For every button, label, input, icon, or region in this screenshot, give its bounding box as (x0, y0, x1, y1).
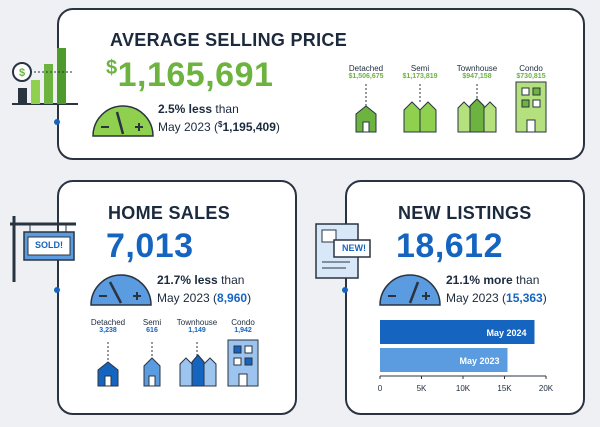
type-name: Detached (348, 64, 384, 73)
type-label: Semi 616 (125, 318, 179, 334)
type-label: Townhouse 1,149 (170, 318, 224, 334)
listings-compare: May 2023 (15,363) (446, 291, 547, 305)
type-name: Condo (519, 64, 543, 73)
type-value: 1,149 (188, 327, 206, 334)
type-label: Detached 3,238 (81, 318, 135, 334)
sales-houses (97, 339, 259, 387)
price-change: 2.5% less than (158, 102, 239, 116)
listings-chart: May 2024 May 2023 0 5K 10K 15K 20K (378, 320, 554, 393)
listings-gauge (379, 274, 441, 306)
x-tick-label: 5K (417, 384, 427, 393)
type-label: Semi $1,173,819 (393, 64, 447, 80)
sold-text: SOLD! (35, 240, 63, 250)
price-title: AVERAGE SELLING PRICE (110, 30, 347, 50)
price-gauge (92, 105, 154, 137)
bar (380, 348, 508, 372)
type-value: $1,173,819 (402, 73, 438, 80)
sales-amount: 7,013 (106, 227, 194, 265)
type-value: $947,158 (462, 73, 492, 80)
type-label: Condo $730,815 (504, 64, 558, 80)
new-text: NEW! (342, 243, 366, 253)
type-name: Condo (231, 318, 255, 327)
close: ) (247, 291, 252, 305)
close: ) (275, 120, 280, 134)
sales-compare: May 2023 (8,960) (157, 291, 251, 305)
amount: 1,165,691 (117, 56, 274, 94)
previous: 8,960 (217, 291, 248, 305)
type-value: $1,506,675 (348, 73, 384, 80)
type-name: Townhouse (456, 64, 498, 73)
price-compare: May 2023 ($1,195,409) (158, 120, 280, 134)
x-tick-label: 20K (539, 384, 554, 393)
x-tick-label: 15K (497, 384, 512, 393)
currency: $ (106, 57, 118, 79)
type-name: Townhouse (176, 318, 218, 327)
sales-change: 21.7% less than (157, 273, 244, 287)
change-word: than (215, 102, 239, 116)
type-value: 616 (146, 327, 158, 334)
prev-currency: $ (218, 120, 223, 129)
close: ) (542, 291, 547, 305)
comparison: May 2023 ( (157, 291, 218, 305)
sales-gauge (90, 274, 152, 306)
type-label: Townhouse $947,158 (450, 64, 504, 80)
x-tick-label: 10K (456, 384, 471, 393)
type-value: 3,238 (99, 327, 117, 334)
change-word: than (221, 273, 245, 287)
listings-title: NEW LISTINGS (398, 203, 532, 223)
previous: 15,363 (506, 291, 543, 305)
price-houses (355, 81, 547, 133)
type-name: Detached (90, 318, 126, 327)
x-tick-label: 0 (378, 384, 383, 393)
change-word: than (516, 273, 540, 287)
bar-label: May 2024 (486, 328, 526, 338)
type-name: Semi (410, 64, 430, 73)
change: 21.1% more (446, 273, 513, 287)
change: 2.5% less (158, 102, 213, 116)
bar-label: May 2023 (459, 356, 499, 366)
comparison: May 2023 ( (158, 120, 219, 134)
sold-sign (10, 216, 76, 282)
sales-title: HOME SALES (108, 203, 231, 223)
svg-text:$: $ (19, 67, 25, 79)
change: 21.7% less (157, 273, 218, 287)
new-doc (315, 223, 371, 279)
comparison: May 2023 ( (446, 291, 507, 305)
listings-change: 21.1% more than (446, 273, 539, 287)
type-name: Semi (142, 318, 162, 327)
listings-amount: 18,612 (396, 227, 503, 265)
type-label: Detached $1,506,675 (339, 64, 393, 80)
price-amount: $1,165,691 (106, 56, 273, 95)
type-value: 1,942 (234, 327, 252, 334)
type-label: Condo 1,942 (216, 318, 270, 334)
price-icon: $ (12, 48, 78, 105)
bar (380, 320, 535, 344)
type-value: $730,815 (516, 73, 546, 80)
previous: 1,195,409 (222, 120, 276, 134)
